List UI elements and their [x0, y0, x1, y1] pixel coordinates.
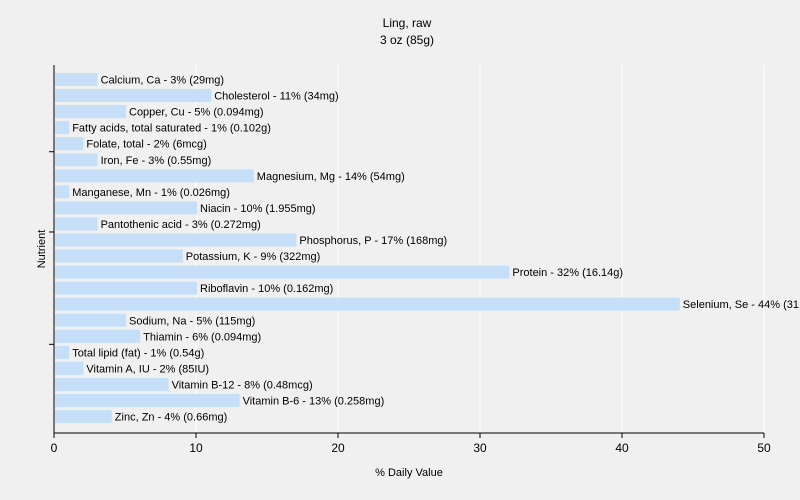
bar: [55, 313, 126, 327]
bar-label: Sodium, Na - 5% (115mg): [129, 315, 255, 327]
bar-label: Vitamin B-12 - 8% (0.48mcg): [172, 379, 313, 391]
bar: [55, 361, 84, 375]
bar-label: Protein - 32% (16.14g): [512, 267, 623, 279]
bar-label: Thiamin - 6% (0.094mg): [143, 331, 261, 343]
x-tick-label: 0: [51, 441, 58, 455]
bar: [55, 281, 197, 295]
bar: [55, 185, 70, 199]
bar: [55, 73, 98, 86]
bar-label: Selenium, Se - 44% (31.0mcg): [683, 299, 800, 311]
chart-title: Ling, raw: [383, 16, 432, 30]
x-axis-title: % Daily Value: [375, 467, 443, 479]
bars-group: Calcium, Ca - 3% (29mg) Cholesterol - 11%…: [55, 73, 800, 424]
grid-lines: [195, 65, 765, 433]
bar: [55, 89, 212, 103]
bar-label: Riboflavin - 10% (0.162mg): [200, 283, 333, 295]
bar-label: Potassium, K - 9% (322mg): [186, 251, 320, 263]
bar-label: Copper, Cu - 5% (0.094mg): [129, 107, 264, 119]
bar-label: Calcium, Ca - 3% (29mg): [101, 75, 224, 87]
bar: [55, 345, 70, 359]
bar: [55, 249, 183, 263]
bar: [55, 265, 510, 279]
bar: [55, 410, 112, 424]
bar: [55, 169, 254, 183]
bar: [55, 329, 141, 343]
x-tick-label: 10: [189, 441, 203, 455]
x-tick-label: 20: [331, 441, 345, 455]
x-tick-label: 40: [615, 441, 629, 455]
bar: [55, 201, 197, 215]
bar: [55, 105, 126, 119]
bar-label: Vitamin A, IU - 2% (85IU): [86, 363, 209, 375]
bar-label: Folate, total - 2% (6mcg): [86, 139, 206, 151]
bar: [55, 233, 297, 247]
bar-label: Zinc, Zn - 4% (0.66mg): [115, 412, 227, 424]
bar: [55, 297, 680, 311]
bar: [55, 394, 240, 407]
bar-label: Magnesium, Mg - 14% (54mg): [257, 171, 405, 183]
x-ticks: 0 10 20 30 40 50: [49, 151, 771, 455]
bar-label: Vitamin B-6 - 13% (0.258mg): [243, 396, 385, 408]
x-tick-label: 30: [473, 441, 487, 455]
bar: [55, 137, 84, 151]
bar-label: Pantothenic acid - 3% (0.272mg): [101, 219, 261, 231]
bar: [55, 377, 169, 391]
chart-subtitle: 3 oz (85g): [380, 33, 434, 47]
bar-label: Fatty acids, total saturated - 1% (0.102…: [72, 123, 271, 135]
bar: [55, 153, 98, 167]
bar: [55, 217, 98, 231]
bar: [55, 121, 70, 135]
bar-label: Total lipid (fat) - 1% (0.54g): [72, 347, 204, 359]
axes: [53, 65, 764, 434]
y-axis-title: Nutrient: [36, 230, 48, 269]
bar-label: Niacin - 10% (1.955mg): [200, 203, 316, 215]
bar-label: Cholesterol - 11% (34mg): [214, 91, 339, 103]
x-tick-label: 50: [757, 441, 771, 455]
bar-label: Iron, Fe - 3% (0.55mg): [101, 155, 212, 167]
bar-label: Phosphorus, P - 17% (168mg): [299, 235, 447, 247]
bar-label: Manganese, Mn - 1% (0.026mg): [72, 187, 230, 199]
